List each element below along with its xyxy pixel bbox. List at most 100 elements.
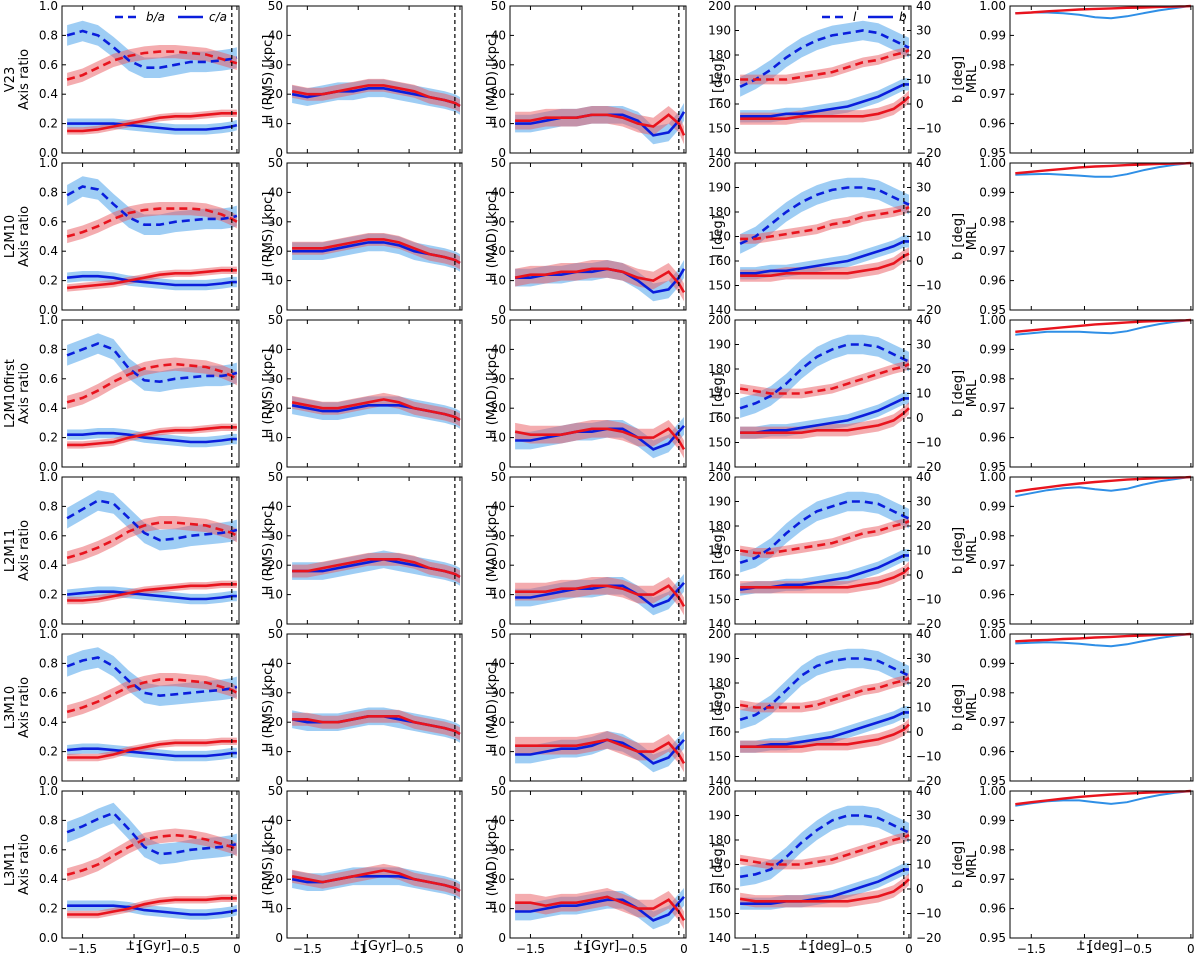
y-axis-label: MRL [965, 850, 980, 878]
series-blue-hmad [515, 895, 685, 922]
y-tick-label: 0 [275, 774, 283, 788]
series-red-b [740, 95, 910, 120]
legend-label-ba: b/a [146, 10, 165, 24]
y-tick-label: 150 [708, 436, 731, 450]
y-tick-label: 20 [916, 833, 931, 847]
y-tick-label: 180 [708, 833, 731, 847]
y-tick-label: 160 [708, 411, 731, 425]
band-red-hmad [515, 106, 684, 145]
band-blue-ba [67, 20, 237, 78]
y-tick-label: 50 [491, 156, 506, 170]
series-red-l [739, 362, 910, 395]
y-axis-label: H (RMS) [kpc] [261, 663, 276, 753]
y-axis-label: Axis ratio [17, 206, 32, 267]
y-tick-label: 170 [708, 544, 731, 558]
y-tick-label: 30 [491, 686, 506, 700]
y-tick-label: 1.00 [979, 627, 1006, 641]
y-tick-label: 40 [491, 28, 506, 42]
y-tick-label: 50 [491, 470, 506, 484]
series-red-ba [66, 521, 238, 560]
panel-axis-ratio [61, 319, 240, 468]
y-tick-label: 1.00 [979, 0, 1006, 13]
x-axis-label: t [deg] [1079, 939, 1123, 954]
series-red-ca [67, 897, 237, 916]
y-tick-label: −10 [916, 436, 941, 450]
panel-h-rms [286, 5, 463, 154]
y-tick-label: 190 [708, 809, 731, 823]
y-tick-label: 0.95 [979, 303, 1006, 317]
y-tick-label: 0.97 [979, 244, 1006, 258]
band-red-ba [67, 828, 237, 882]
x-tick-label: 0 [680, 942, 688, 956]
series-red-ca [67, 583, 237, 602]
y-axis-label-right: b [deg] [951, 213, 966, 260]
series-blue-mrl [1015, 790, 1192, 807]
y-tick-label: 20 [491, 401, 506, 415]
panel-h-mad [509, 162, 687, 311]
y-tick-label: 30 [916, 495, 931, 509]
series-blue-ba [66, 29, 238, 69]
y-tick-label: 160 [708, 725, 731, 739]
series-blue-ba [66, 499, 238, 542]
panel-h-mad [509, 476, 687, 625]
y-tick-label: 20 [491, 872, 506, 886]
y-tick-label: 1.0 [39, 784, 58, 798]
y-tick-label: 0.2 [39, 117, 58, 131]
y-tick-label: 0.4 [39, 401, 58, 415]
band-red-hrms [292, 78, 460, 113]
x-axis-label: t [Gyr] [129, 939, 172, 954]
y-tick-label: 20 [916, 205, 931, 219]
x-tick-label: −1.5 [1017, 942, 1046, 956]
y-tick-label: −10 [916, 907, 941, 921]
x-axis-label: t [Gyr] [577, 939, 620, 954]
y-tick-label: 0.6 [39, 843, 58, 857]
y-axis-label: l [deg] [711, 843, 726, 885]
series-blue-b [740, 711, 909, 748]
y-tick-label: 200 [708, 784, 731, 798]
series-red-ca [67, 426, 237, 447]
x-tick-label: −0.5 [1123, 942, 1152, 956]
y-tick-label: 0 [498, 931, 506, 945]
y-tick-label: 40 [916, 0, 931, 13]
y-tick-label: −20 [916, 617, 941, 631]
y-tick-label: 40 [268, 185, 283, 199]
band-red-hmad [515, 888, 684, 930]
series-red-mrl [1015, 161, 1191, 175]
y-tick-label: 0.99 [979, 656, 1006, 670]
y-tick-label: 10 [491, 431, 506, 445]
y-tick-label: 10 [491, 745, 506, 759]
y-tick-label: 0.96 [979, 902, 1006, 916]
y-axis-label: H (MAD) [kpc] [485, 819, 500, 910]
x-tick-label: −1 [798, 942, 816, 956]
y-axis-label-right: b [deg] [951, 370, 966, 417]
series-red-l [740, 48, 910, 81]
panel-axis-ratio [61, 790, 240, 939]
y-tick-label: 0.98 [979, 372, 1006, 386]
y-tick-label: 40 [916, 627, 931, 641]
band-blue-l [740, 20, 909, 97]
y-tick-label: 50 [491, 0, 506, 13]
band-red-hmad [515, 577, 684, 616]
y-tick-label: 10 [916, 73, 931, 87]
series-red-b [740, 723, 910, 748]
y-tick-label: 1.0 [39, 470, 58, 484]
y-axis-label: MRL [965, 379, 980, 407]
y-tick-label: 0.96 [979, 745, 1006, 759]
series-red-hrms [291, 84, 461, 108]
y-axis-label: Axis ratio [17, 677, 32, 738]
y-tick-label: 0.98 [979, 215, 1006, 229]
panel-h-rms [286, 319, 463, 468]
y-tick-label: 40 [916, 313, 931, 327]
y-axis-label: MRL [965, 65, 980, 93]
y-tick-label: 0 [498, 617, 506, 631]
y-axis-label-right: b [deg] [951, 684, 966, 731]
series-red-ba [66, 833, 238, 877]
y-tick-label: 30 [916, 181, 931, 195]
y-tick-label: 0.97 [979, 87, 1006, 101]
y-tick-label: 20 [916, 519, 931, 533]
y-tick-label: 0.99 [979, 342, 1006, 356]
y-tick-label: 0 [498, 774, 506, 788]
y-tick-label: 50 [268, 0, 283, 13]
y-tick-label: 1.00 [979, 313, 1006, 327]
